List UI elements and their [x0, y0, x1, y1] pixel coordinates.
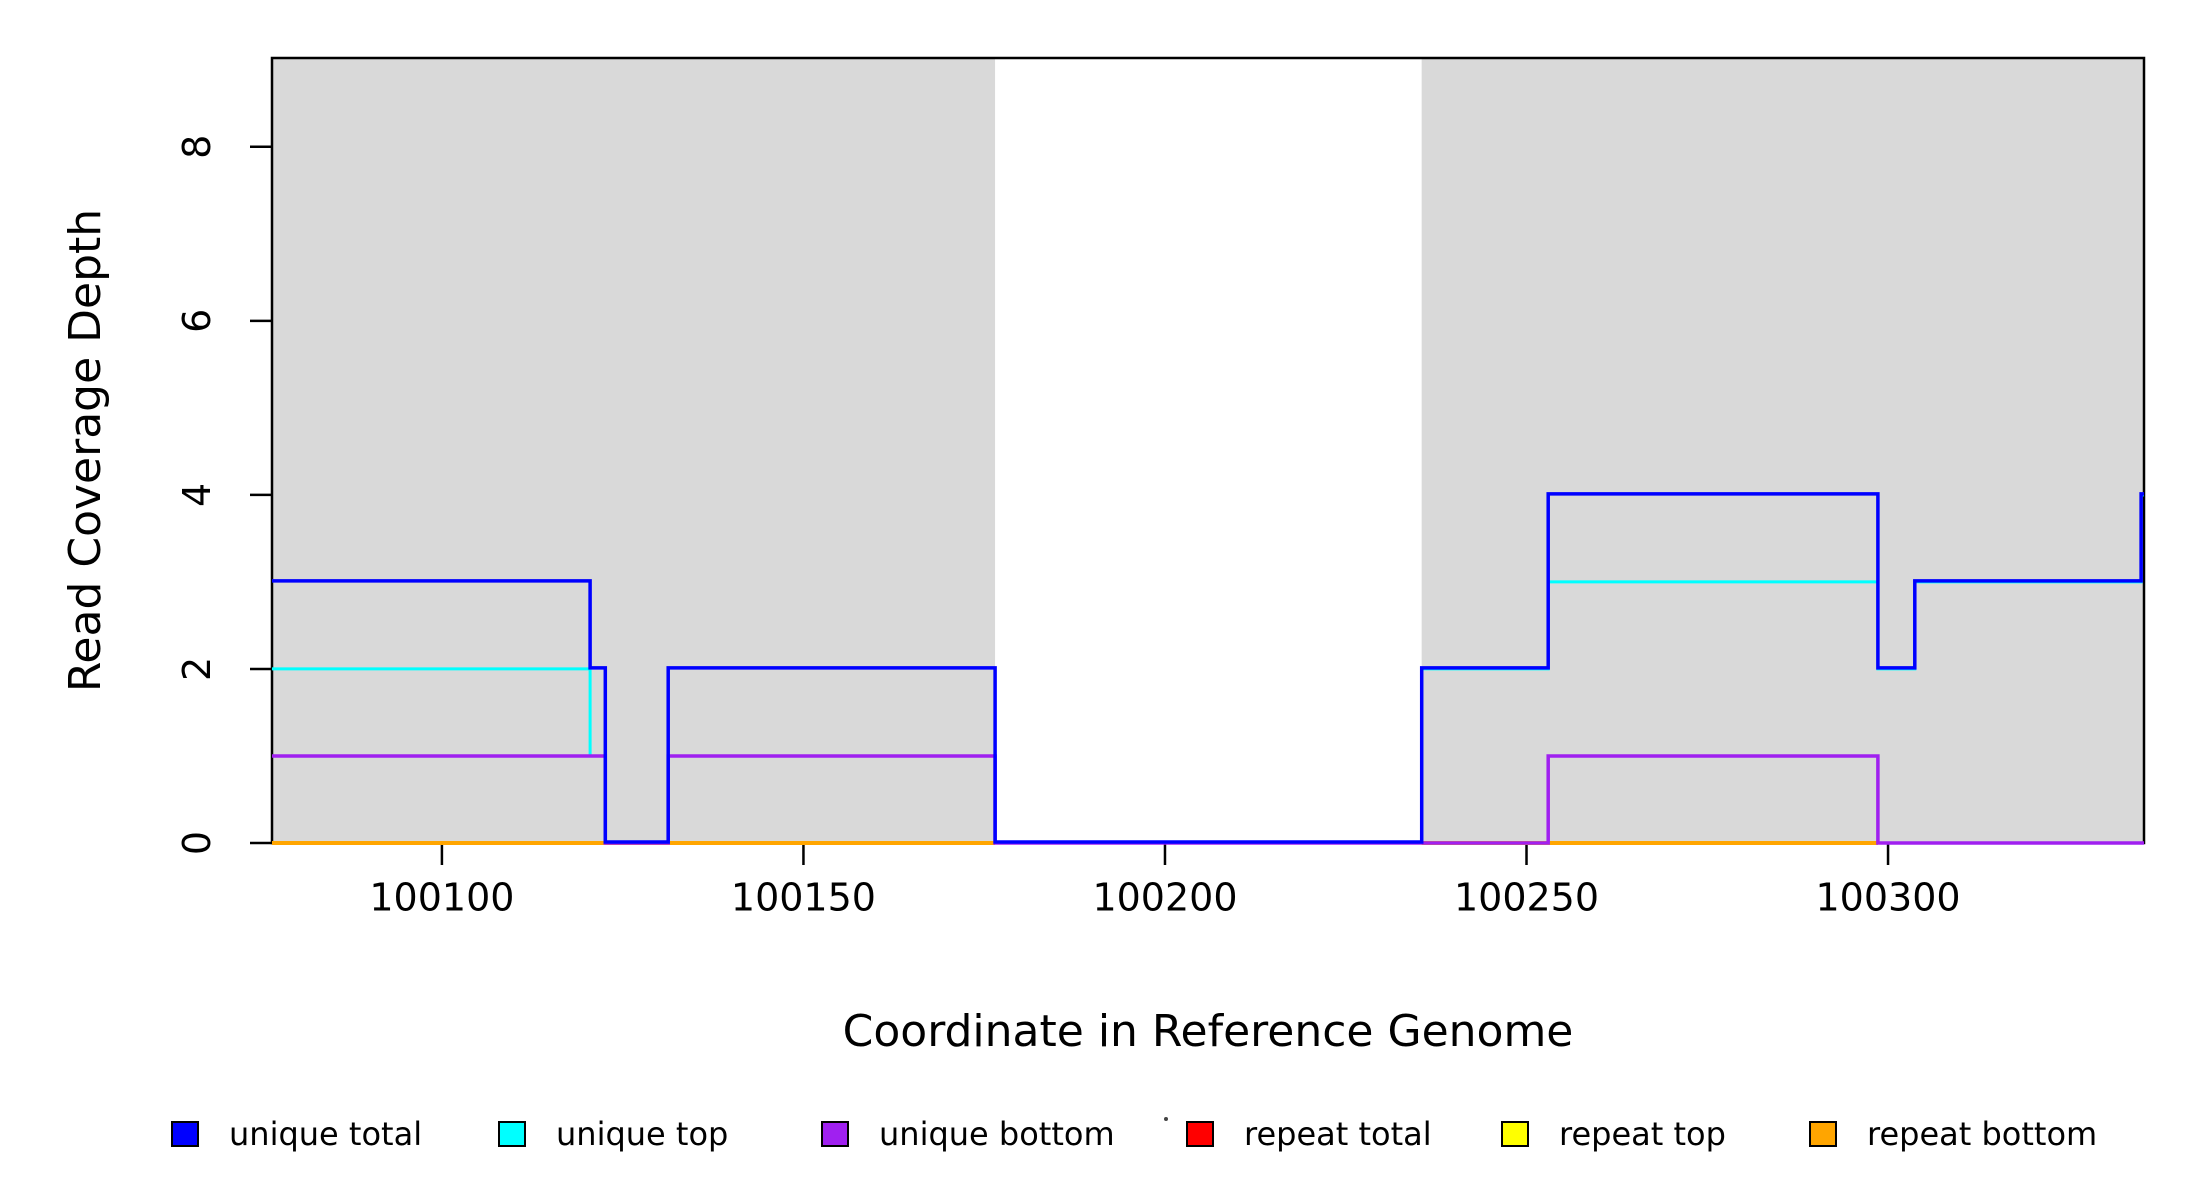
legend-label: repeat bottom	[1867, 1115, 2097, 1153]
y-axis-title: Read Coverage Depth	[60, 209, 111, 692]
y-tick-label: 2	[175, 657, 219, 681]
legend-swatch-unique-total	[171, 1121, 199, 1147]
x-tick-label: 100200	[1092, 875, 1237, 919]
series-unique-total	[272, 492, 2144, 844]
shaded-region-1	[272, 58, 996, 843]
y-tick-label: 0	[175, 831, 219, 855]
x-tick-label: 100300	[1816, 875, 1961, 919]
legend-swatch-repeat-top	[1501, 1121, 1529, 1147]
legend-swatch-unique-top	[498, 1121, 526, 1147]
x-tick-label: 100250	[1454, 875, 1599, 919]
legend-label: unique total	[229, 1115, 422, 1153]
x-tick-label: 100100	[369, 875, 514, 919]
legend-label: unique top	[556, 1115, 728, 1153]
legend: unique total unique top unique bottom repea…	[171, 1115, 2097, 1153]
x-tick-label: 100150	[731, 875, 876, 919]
y-tick-label: 4	[175, 483, 219, 507]
y-tick-label: 6	[175, 309, 219, 333]
y-tick-label: 8	[175, 135, 219, 159]
legend-swatch-unique-bottom	[821, 1121, 849, 1147]
shaded-region-2	[1421, 58, 2144, 843]
x-axis-title: Coordinate in Reference Genome	[843, 1006, 1574, 1057]
legend-swatch-repeat-total	[1186, 1121, 1214, 1147]
y-axis: 0 2 4 6 8	[175, 135, 272, 855]
series-path	[272, 492, 2144, 844]
x-axis: 100100 100150 100200 100250 100300	[369, 843, 1961, 919]
legend-swatch-repeat-bottom	[1809, 1121, 1837, 1147]
legend-label: unique bottom	[879, 1115, 1115, 1153]
stray-dot-artifact	[1164, 1117, 1168, 1121]
legend-label: repeat total	[1244, 1115, 1432, 1153]
legend-label: repeat top	[1559, 1115, 1726, 1153]
